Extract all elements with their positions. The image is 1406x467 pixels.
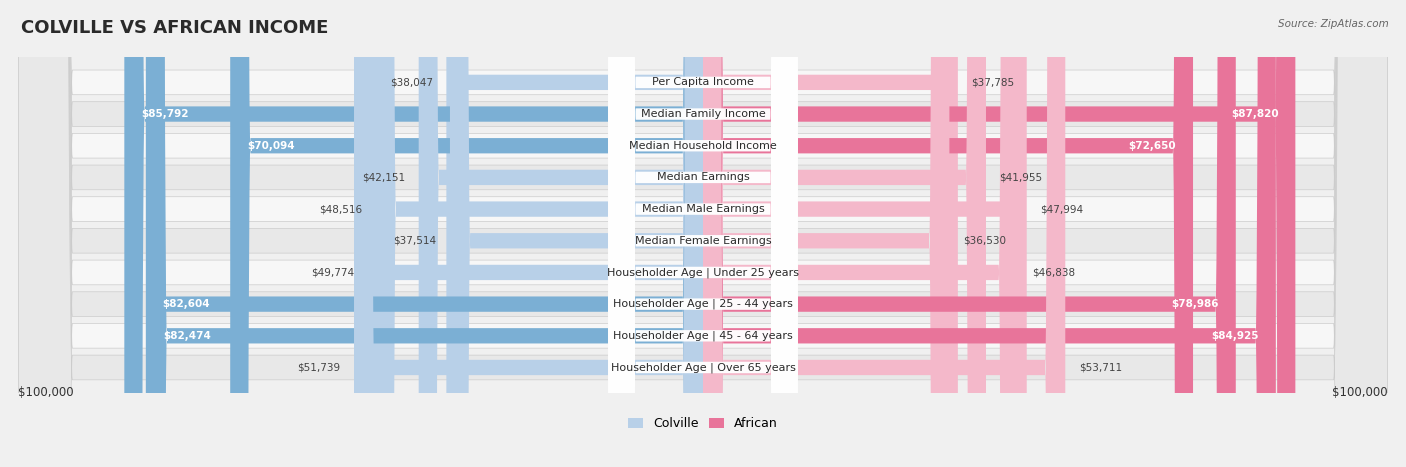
FancyBboxPatch shape: [18, 0, 1388, 467]
FancyBboxPatch shape: [609, 0, 797, 467]
Legend: Colville, African: Colville, African: [628, 417, 778, 430]
FancyBboxPatch shape: [419, 0, 703, 467]
FancyBboxPatch shape: [18, 0, 1388, 467]
FancyBboxPatch shape: [18, 0, 1388, 467]
Text: $82,474: $82,474: [163, 331, 211, 341]
Text: $42,151: $42,151: [363, 172, 405, 183]
FancyBboxPatch shape: [609, 0, 797, 467]
Text: $37,785: $37,785: [972, 78, 1015, 87]
Text: $87,820: $87,820: [1230, 109, 1278, 119]
FancyBboxPatch shape: [446, 0, 703, 467]
Text: Median Male Earnings: Median Male Earnings: [641, 204, 765, 214]
Text: $53,711: $53,711: [1078, 362, 1122, 373]
FancyBboxPatch shape: [354, 0, 703, 467]
FancyBboxPatch shape: [703, 0, 986, 467]
FancyBboxPatch shape: [609, 0, 797, 467]
Text: $38,047: $38,047: [389, 78, 433, 87]
FancyBboxPatch shape: [18, 0, 1388, 467]
FancyBboxPatch shape: [18, 0, 1388, 467]
FancyBboxPatch shape: [18, 0, 1388, 467]
FancyBboxPatch shape: [18, 0, 1388, 467]
Text: Householder Age | Over 65 years: Householder Age | Over 65 years: [610, 362, 796, 373]
FancyBboxPatch shape: [375, 0, 703, 467]
Text: Householder Age | 25 - 44 years: Householder Age | 25 - 44 years: [613, 299, 793, 309]
FancyBboxPatch shape: [609, 0, 797, 467]
FancyBboxPatch shape: [703, 0, 1194, 467]
Text: $84,925: $84,925: [1212, 331, 1258, 341]
Text: $37,514: $37,514: [394, 236, 436, 246]
FancyBboxPatch shape: [18, 0, 1388, 467]
FancyBboxPatch shape: [703, 0, 1066, 467]
Text: $47,994: $47,994: [1040, 204, 1084, 214]
Text: $36,530: $36,530: [963, 236, 1005, 246]
Text: $46,838: $46,838: [1032, 268, 1076, 277]
Text: Median Family Income: Median Family Income: [641, 109, 765, 119]
Text: $41,955: $41,955: [1000, 172, 1043, 183]
Text: $70,094: $70,094: [247, 141, 295, 151]
FancyBboxPatch shape: [609, 0, 797, 467]
Text: $82,604: $82,604: [163, 299, 211, 309]
Text: $85,792: $85,792: [141, 109, 188, 119]
Text: $48,516: $48,516: [319, 204, 363, 214]
FancyBboxPatch shape: [609, 0, 797, 467]
FancyBboxPatch shape: [146, 0, 703, 467]
Text: $51,739: $51,739: [298, 362, 340, 373]
FancyBboxPatch shape: [703, 0, 1236, 467]
FancyBboxPatch shape: [703, 0, 1026, 467]
Text: Per Capita Income: Per Capita Income: [652, 78, 754, 87]
FancyBboxPatch shape: [450, 0, 703, 467]
Text: COLVILLE VS AFRICAN INCOME: COLVILLE VS AFRICAN INCOME: [21, 19, 329, 37]
FancyBboxPatch shape: [703, 0, 1019, 467]
FancyBboxPatch shape: [609, 0, 797, 467]
Text: Householder Age | 45 - 64 years: Householder Age | 45 - 64 years: [613, 331, 793, 341]
FancyBboxPatch shape: [18, 0, 1388, 467]
FancyBboxPatch shape: [146, 0, 703, 467]
FancyBboxPatch shape: [124, 0, 703, 467]
FancyBboxPatch shape: [609, 0, 797, 467]
FancyBboxPatch shape: [18, 0, 1388, 467]
FancyBboxPatch shape: [703, 0, 949, 467]
Text: $49,774: $49,774: [311, 268, 354, 277]
FancyBboxPatch shape: [367, 0, 703, 467]
FancyBboxPatch shape: [231, 0, 703, 467]
Text: $72,650: $72,650: [1129, 141, 1177, 151]
FancyBboxPatch shape: [703, 0, 1295, 467]
Text: Median Earnings: Median Earnings: [657, 172, 749, 183]
FancyBboxPatch shape: [609, 0, 797, 467]
Text: Median Household Income: Median Household Income: [628, 141, 778, 151]
Text: Source: ZipAtlas.com: Source: ZipAtlas.com: [1278, 19, 1389, 28]
FancyBboxPatch shape: [703, 0, 957, 467]
Text: $100,000: $100,000: [18, 386, 75, 399]
Text: $78,986: $78,986: [1171, 299, 1219, 309]
Text: Householder Age | Under 25 years: Householder Age | Under 25 years: [607, 267, 799, 278]
Text: $100,000: $100,000: [1331, 386, 1388, 399]
Text: Median Female Earnings: Median Female Earnings: [634, 236, 772, 246]
FancyBboxPatch shape: [703, 0, 1275, 467]
FancyBboxPatch shape: [609, 0, 797, 467]
